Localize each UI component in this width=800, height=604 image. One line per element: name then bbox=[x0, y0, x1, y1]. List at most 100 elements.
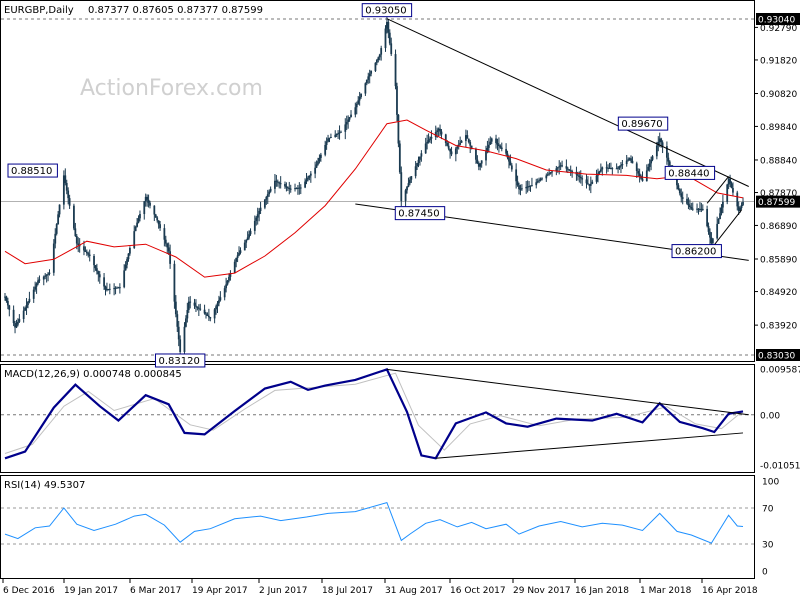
candle-body bbox=[156, 217, 159, 221]
candle-body bbox=[315, 164, 318, 168]
x-tick-label: 16 Jan 2018 bbox=[575, 586, 629, 596]
x-tick-label: 6 Mar 2017 bbox=[130, 586, 181, 596]
candle-body bbox=[15, 324, 18, 328]
price-annotation-box bbox=[394, 206, 446, 221]
candle-body bbox=[661, 142, 664, 147]
candle-body bbox=[209, 317, 212, 319]
candle-body bbox=[269, 188, 272, 192]
candle-body bbox=[245, 240, 248, 243]
candle-body bbox=[357, 100, 360, 104]
candle-body bbox=[588, 184, 591, 186]
candle-body bbox=[678, 189, 681, 194]
candle-body bbox=[55, 224, 58, 234]
candle-body bbox=[495, 138, 497, 144]
candle-body bbox=[518, 185, 520, 190]
candle-body bbox=[569, 170, 572, 172]
candle-body bbox=[658, 138, 661, 143]
candle-body bbox=[548, 173, 551, 175]
candle-body bbox=[400, 172, 403, 201]
candle-body bbox=[681, 197, 684, 199]
candle-body bbox=[279, 183, 282, 185]
candle-body bbox=[147, 199, 150, 203]
candle-body bbox=[487, 144, 490, 148]
candle-body bbox=[450, 151, 453, 155]
candle-body bbox=[736, 192, 739, 207]
candle-body bbox=[539, 179, 542, 181]
candle-body bbox=[5, 296, 8, 302]
candle-body bbox=[108, 288, 111, 290]
axis-current-label: 0.87599 bbox=[758, 198, 795, 208]
candle-body bbox=[225, 284, 228, 289]
candle-body bbox=[213, 309, 216, 319]
candle-body bbox=[691, 208, 694, 210]
candle-body bbox=[378, 54, 381, 58]
candle-body bbox=[498, 144, 500, 147]
candle-body bbox=[103, 277, 105, 287]
x-tick-label: 19 Jan 2017 bbox=[64, 586, 118, 596]
candle-body bbox=[589, 183, 592, 186]
candle-body bbox=[75, 235, 78, 244]
candle-body bbox=[446, 142, 449, 146]
candle-body bbox=[396, 86, 398, 115]
candle-body bbox=[390, 43, 393, 55]
candle-body bbox=[516, 181, 519, 186]
candle-body bbox=[581, 178, 584, 180]
candle-body bbox=[330, 137, 332, 139]
price-annotation-label: 0.87450 bbox=[398, 209, 439, 220]
candle-body bbox=[305, 179, 308, 182]
candle-body bbox=[641, 178, 644, 182]
candle-body bbox=[476, 159, 479, 164]
candle-body bbox=[34, 286, 37, 290]
candle-body bbox=[479, 163, 482, 167]
candle-body bbox=[387, 22, 390, 33]
candle-body bbox=[561, 165, 563, 167]
candle-body bbox=[729, 178, 731, 184]
price-tick-label: 0.89840 bbox=[760, 123, 797, 133]
price-tick-label: 0.91820 bbox=[760, 56, 797, 66]
candle-body bbox=[307, 177, 309, 180]
trendline-0 bbox=[386, 18, 749, 187]
candle-body bbox=[397, 114, 400, 144]
candle-body bbox=[177, 326, 180, 340]
candle-body bbox=[22, 310, 25, 320]
candle-body bbox=[304, 181, 306, 188]
price-tick-label: 0.92790 bbox=[760, 24, 797, 34]
x-tick-label: 29 Nov 2017 bbox=[513, 586, 571, 596]
candle-body bbox=[697, 208, 700, 210]
candle-body bbox=[470, 145, 473, 150]
candle-body bbox=[167, 247, 170, 252]
candle-body bbox=[440, 131, 443, 135]
candle-body bbox=[690, 207, 693, 209]
candle-body bbox=[24, 307, 27, 311]
candle-body bbox=[203, 309, 206, 314]
candle-body bbox=[106, 289, 108, 291]
candle-body bbox=[508, 157, 510, 162]
candle-body bbox=[259, 207, 262, 211]
candle-body bbox=[706, 208, 709, 227]
candle-body bbox=[275, 180, 278, 182]
x-tick-label: 19 Apr 2017 bbox=[192, 586, 248, 596]
candle-body bbox=[295, 188, 298, 190]
candle-body bbox=[595, 175, 598, 182]
candle-body bbox=[288, 188, 291, 190]
candle-body bbox=[248, 234, 250, 238]
candle-body bbox=[104, 286, 107, 290]
candle-body bbox=[28, 298, 31, 302]
candle-body bbox=[365, 79, 368, 84]
candle-body bbox=[436, 130, 439, 133]
candle-body bbox=[621, 164, 624, 166]
candle-body bbox=[27, 301, 29, 305]
candle-body bbox=[229, 273, 232, 277]
rsi-panel bbox=[0, 475, 755, 579]
candle-body bbox=[536, 181, 539, 183]
candle-body bbox=[677, 185, 680, 190]
candle-body bbox=[559, 165, 562, 167]
candle-body bbox=[25, 304, 28, 308]
candle-body bbox=[384, 28, 387, 49]
candle-body bbox=[113, 288, 116, 290]
x-tick-label: 6 Dec 2016 bbox=[3, 586, 55, 596]
candle-body bbox=[94, 265, 97, 269]
candle-body bbox=[489, 141, 492, 145]
candle-body bbox=[370, 70, 373, 74]
candle-body bbox=[417, 159, 420, 164]
